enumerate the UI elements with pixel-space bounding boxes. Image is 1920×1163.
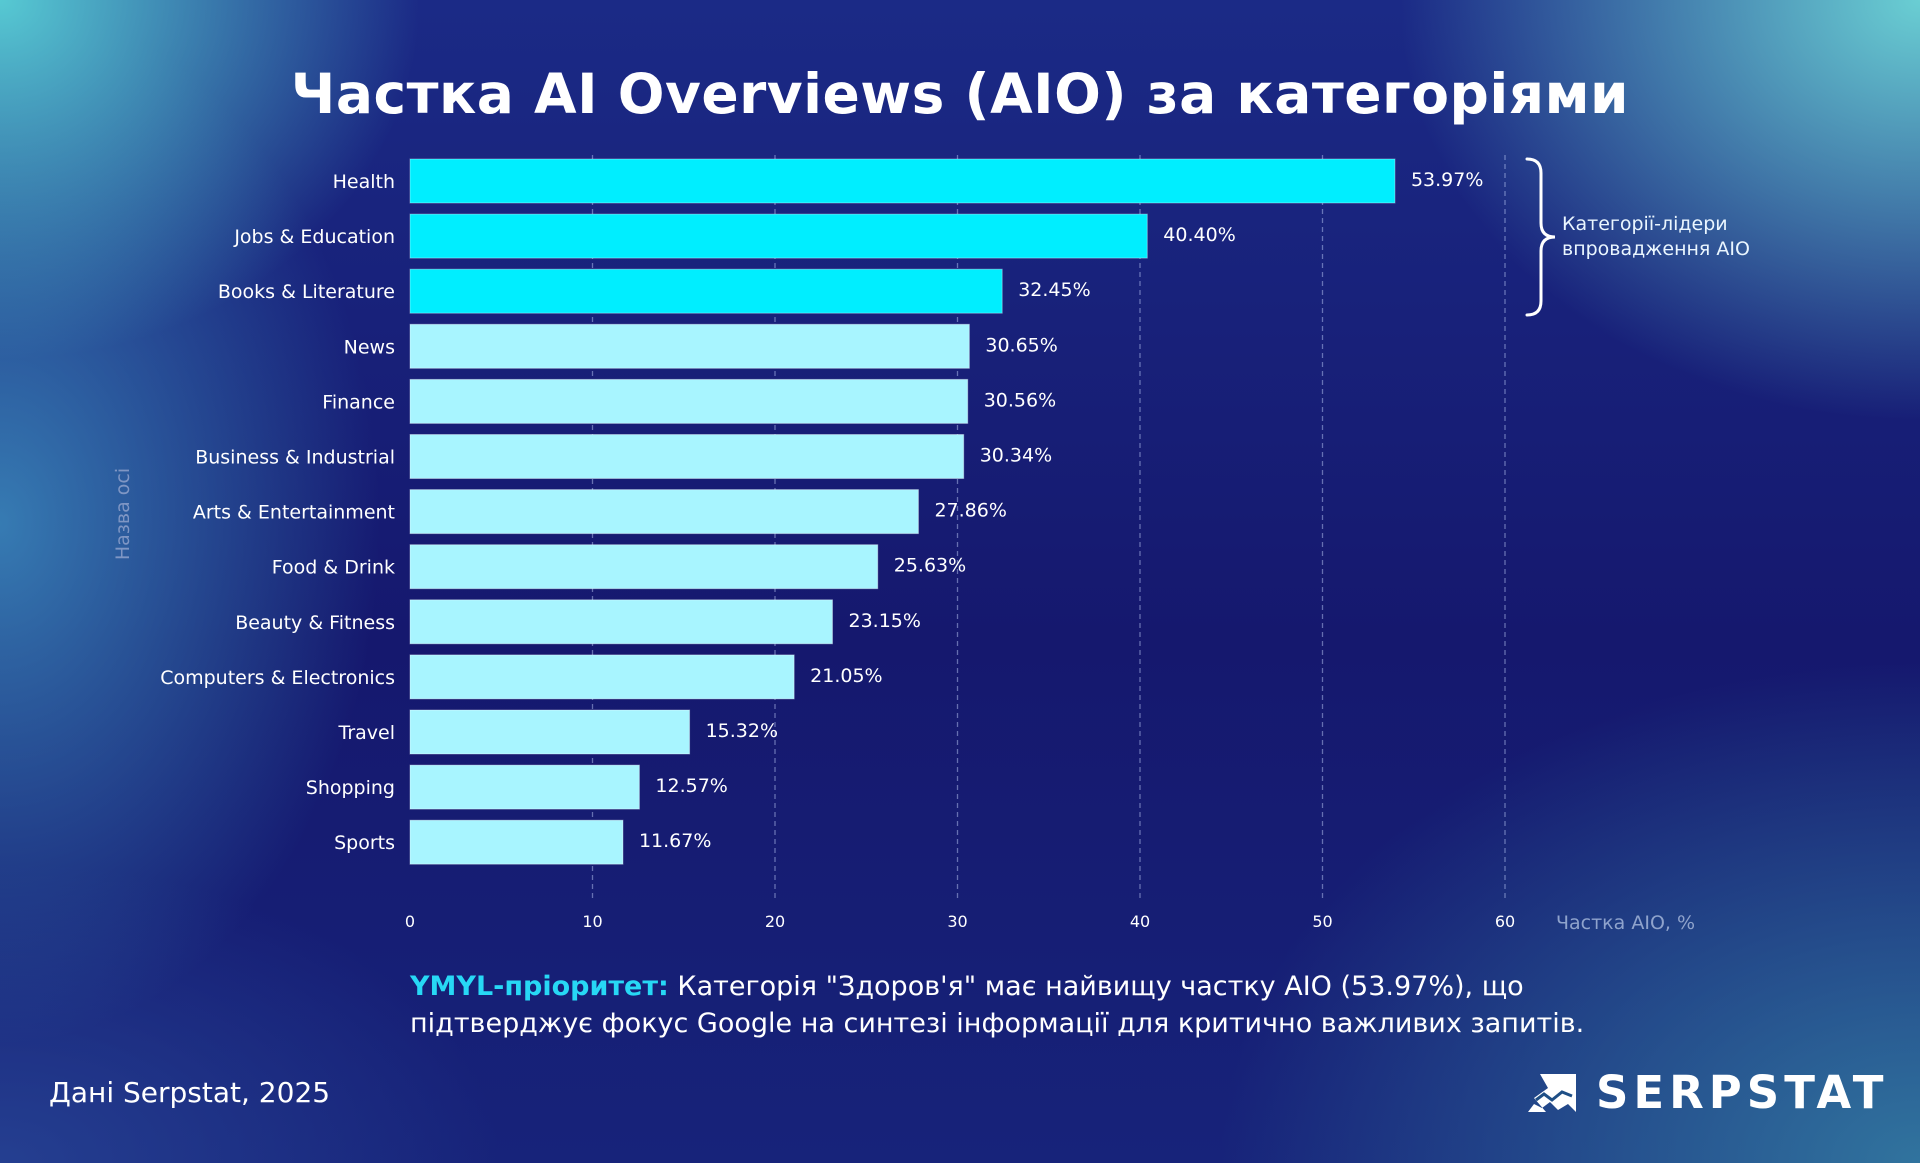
- category-label: Travel: [338, 722, 395, 744]
- bar: [409, 819, 624, 865]
- bar: [409, 764, 640, 810]
- x-tick-label: 10: [582, 912, 602, 931]
- bar: [409, 489, 919, 535]
- bar: [409, 323, 970, 369]
- bar: [409, 213, 1148, 259]
- annotation-line-2: впровадження AIO: [1562, 238, 1750, 260]
- brace-icon: [1525, 157, 1556, 317]
- serpstat-logo-icon: [1528, 1073, 1576, 1112]
- bar: [409, 268, 1003, 314]
- bar: [409, 378, 969, 424]
- value-label: 12.57%: [655, 775, 727, 797]
- category-label: Beauty & Fitness: [235, 612, 395, 634]
- category-label: Computers & Electronics: [160, 667, 395, 689]
- y-axis-title: Назва осі: [112, 468, 134, 560]
- bar: [409, 434, 965, 479]
- category-label: Food & Drink: [272, 557, 395, 579]
- value-label: 30.65%: [985, 334, 1057, 356]
- bar: [409, 709, 691, 755]
- category-label: Books & Literature: [218, 281, 395, 303]
- value-label: 23.15%: [848, 610, 920, 632]
- value-label: 30.34%: [980, 445, 1052, 467]
- category-label: Finance: [322, 391, 395, 413]
- category-label: Arts & Entertainment: [193, 502, 395, 524]
- bar: [409, 599, 833, 645]
- bar: [409, 654, 795, 700]
- value-label: 53.97%: [1411, 169, 1483, 191]
- category-label: Health: [333, 171, 395, 193]
- annotation-line-1: Категорії-лідери: [1562, 213, 1728, 235]
- serpstat-logo: SERPSTAT: [1528, 1066, 1888, 1119]
- category-label: Shopping: [306, 777, 395, 799]
- x-tick-label: 50: [1312, 912, 1332, 931]
- bar: [409, 158, 1396, 204]
- x-tick-label: 0: [405, 912, 415, 931]
- value-label: 25.63%: [894, 555, 966, 577]
- note-highlight: YMYL-пріоритет:: [410, 971, 669, 1002]
- value-label: 21.05%: [810, 665, 882, 687]
- category-label: News: [344, 336, 395, 358]
- x-tick-label: 40: [1130, 912, 1150, 931]
- leaders-annotation: Категорії-лідери впровадження AIO: [1562, 212, 1750, 262]
- x-tick-label: 30: [947, 912, 967, 931]
- value-label: 40.40%: [1163, 224, 1235, 246]
- value-label: 32.45%: [1018, 279, 1090, 301]
- value-label: 30.56%: [984, 389, 1056, 411]
- chart-title: Частка AI Overviews (AIO) за категоріями: [290, 62, 1630, 126]
- logo-text: SERPSTAT: [1596, 1066, 1889, 1119]
- value-label: 27.86%: [934, 500, 1006, 522]
- category-label: Sports: [334, 832, 395, 854]
- source-text: Дані Serpstat, 2025: [49, 1076, 331, 1109]
- value-label: 11.67%: [639, 830, 711, 852]
- note-text: Категорія "Здоров'я" має найвищу частку …: [410, 971, 1585, 1039]
- x-axis-title: Частка AIO, %: [1556, 912, 1695, 934]
- category-label: Business & Industrial: [195, 447, 395, 469]
- category-label: Jobs & Education: [233, 226, 395, 248]
- x-tick-label: 60: [1495, 912, 1515, 931]
- bar: [409, 544, 879, 590]
- x-tick-label: 20: [765, 912, 785, 931]
- value-label: 15.32%: [706, 720, 778, 742]
- insight-note: YMYL-пріоритет: Категорія "Здоров'я" має…: [410, 968, 1710, 1042]
